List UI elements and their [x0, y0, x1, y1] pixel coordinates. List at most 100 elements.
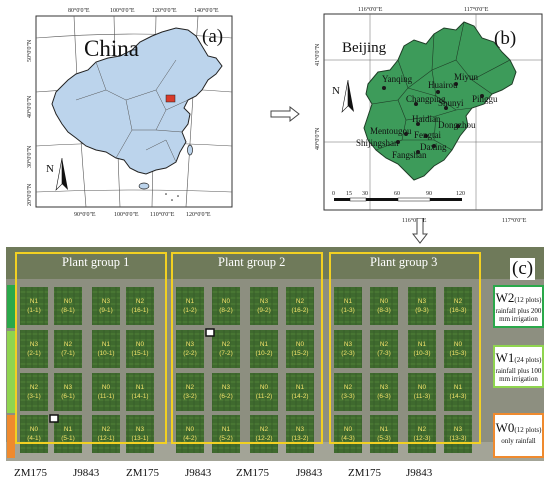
arrow-right-icon — [270, 106, 300, 122]
plot-treatment-label: N2 — [30, 384, 39, 391]
svg-text:117°0'0"E: 117°0'0"E — [502, 217, 527, 224]
svg-text:120°0'0"E: 120°0'0"E — [152, 7, 177, 14]
plot-id-label: (13-1) — [131, 435, 148, 442]
svg-text:116°0'0"E: 116°0'0"E — [358, 6, 383, 13]
variety-label: ZM175 — [348, 467, 381, 479]
plot-treatment-label: N3 — [418, 298, 427, 305]
field-plot — [334, 415, 362, 453]
plot-treatment-label: N1 — [186, 298, 195, 305]
svg-text:90: 90 — [426, 191, 432, 197]
district-fangshan: Fangshan — [392, 150, 427, 160]
field-plot — [334, 373, 362, 411]
plot-id-label: (14-2) — [291, 393, 308, 400]
plot-id-label: (15-1) — [131, 350, 148, 357]
field-plot-grid: N1 (1-1) N0 (8-1) N3 (9-1) N2 (16-1) N1 (1-2) N0 (8… — [6, 247, 544, 461]
field-plot — [126, 415, 154, 453]
field-plot — [92, 415, 120, 453]
field-plot — [212, 415, 240, 453]
plot-id-label: (11-2) — [256, 393, 273, 400]
plot-id-label: (12-1) — [97, 435, 114, 442]
plot-id-label: (1-1) — [27, 307, 41, 314]
svg-text:20°0'0"N: 20°0'0"N — [26, 183, 33, 206]
plot-treatment-label: N0 — [30, 426, 39, 433]
plot-treatment-label: N3 — [296, 426, 305, 433]
field-plot — [286, 330, 314, 368]
beijing-left-ticks: 41°0'0"N 40°0'0"N — [314, 43, 321, 150]
variety-label: J9843 — [406, 467, 433, 479]
plot-id-label: (14-3) — [449, 393, 466, 400]
plot-treatment-label: N3 — [380, 384, 389, 391]
plot-treatment-label: N0 — [186, 426, 195, 433]
field-plot — [444, 415, 472, 453]
beijing-marker — [165, 94, 176, 103]
panel-c-label: (c) — [510, 258, 536, 280]
district-huairou: Huairou — [428, 80, 458, 90]
plot-treatment-label: N0 — [64, 298, 73, 305]
w0-stripe — [7, 415, 15, 458]
field-panel: N1 (1-1) N0 (8-1) N3 (9-1) N2 (16-1) N1 (1-2) N0 (8… — [6, 247, 544, 461]
china-bottom-ticks: 90°0'0"E 100°0'0"E 110°0'0"E 120°0'0"E — [74, 211, 211, 218]
plot-id-label: (12-3) — [413, 435, 430, 442]
plot-id-label: (11-3) — [414, 393, 431, 400]
plot-id-label: (10-2) — [255, 350, 272, 357]
plot-id-label: (3-3) — [341, 393, 355, 400]
plot-id-label: (8-1) — [61, 307, 75, 314]
plot-treatment-label: N1 — [380, 426, 389, 433]
field-plot — [20, 330, 48, 368]
plot-id-label: (16-1) — [131, 307, 148, 314]
field-plot — [286, 287, 314, 325]
field-plot — [54, 373, 82, 411]
svg-text:100°0'0"E: 100°0'0"E — [110, 7, 135, 14]
plot-id-label: (12-2) — [255, 435, 272, 442]
district-miyun: Miyun — [454, 72, 479, 82]
svg-text:90°0'0"E: 90°0'0"E — [74, 211, 96, 218]
plot-treatment-label: N0 — [222, 298, 231, 305]
plot-treatment-label: N3 — [260, 298, 269, 305]
variety-label: J9843 — [185, 467, 212, 479]
plant-group-3-title: Plant group 3 — [370, 255, 438, 269]
plot-id-label: (5-1) — [61, 435, 75, 442]
beijing-top-ticks: 116°0'0"E 117°0'0"E — [358, 6, 489, 13]
plot-treatment-label: N0 — [136, 341, 145, 348]
plot-id-label: (3-1) — [27, 393, 41, 400]
field-plot — [334, 287, 362, 325]
field-plot — [212, 287, 240, 325]
beijing-title: Beijing — [342, 40, 387, 56]
beijing-outline — [363, 21, 517, 181]
plot-id-label: (1-2) — [183, 307, 197, 314]
variety-label: J9843 — [296, 467, 323, 479]
plot-id-label: (1-3) — [341, 307, 355, 314]
district-changping: Changping — [406, 94, 446, 104]
arrow-down-icon — [412, 218, 428, 244]
field-plot — [212, 330, 240, 368]
plot-treatment-label: N1 — [30, 298, 39, 305]
plot-id-label: (6-2) — [219, 393, 233, 400]
field-plot — [408, 287, 436, 325]
plot-treatment-label: N0 — [260, 384, 269, 391]
field-plot — [370, 287, 398, 325]
plot-id-label: (9-3) — [415, 307, 429, 314]
svg-text:41°0'0"N: 41°0'0"N — [314, 43, 321, 66]
svg-text:116°0'0"E: 116°0'0"E — [402, 217, 427, 224]
china-map-panel: 80°0'0"E 100°0'0"E 120°0'0"E 140°0'0"E 9… — [26, 7, 233, 218]
district-shijingshan: Shijingshan — [356, 138, 399, 148]
plot-treatment-label: N1 — [222, 426, 231, 433]
field-plot — [250, 415, 278, 453]
svg-text:50°0'0"N: 50°0'0"N — [26, 39, 33, 62]
variety-label: ZM175 — [14, 467, 47, 479]
field-plot — [212, 373, 240, 411]
plot-treatment-label: N2 — [296, 298, 305, 305]
district-pinggu: Pinggu — [472, 94, 498, 104]
plot-treatment-label: N0 — [296, 341, 305, 348]
field-plot — [126, 287, 154, 325]
plot-treatment-label: N3 — [344, 341, 353, 348]
plot-treatment-label: N1 — [102, 341, 111, 348]
field-plot — [92, 373, 120, 411]
field-plot — [444, 330, 472, 368]
china-left-ticks: 50°0'0"N 40°0'0"N 30°0'0"N 20°0'0"N — [26, 39, 33, 206]
plot-id-label: (8-2) — [219, 307, 233, 314]
field-plot — [408, 330, 436, 368]
field-plot — [54, 330, 82, 368]
plot-treatment-label: N0 — [454, 341, 463, 348]
svg-text:N: N — [46, 163, 54, 175]
